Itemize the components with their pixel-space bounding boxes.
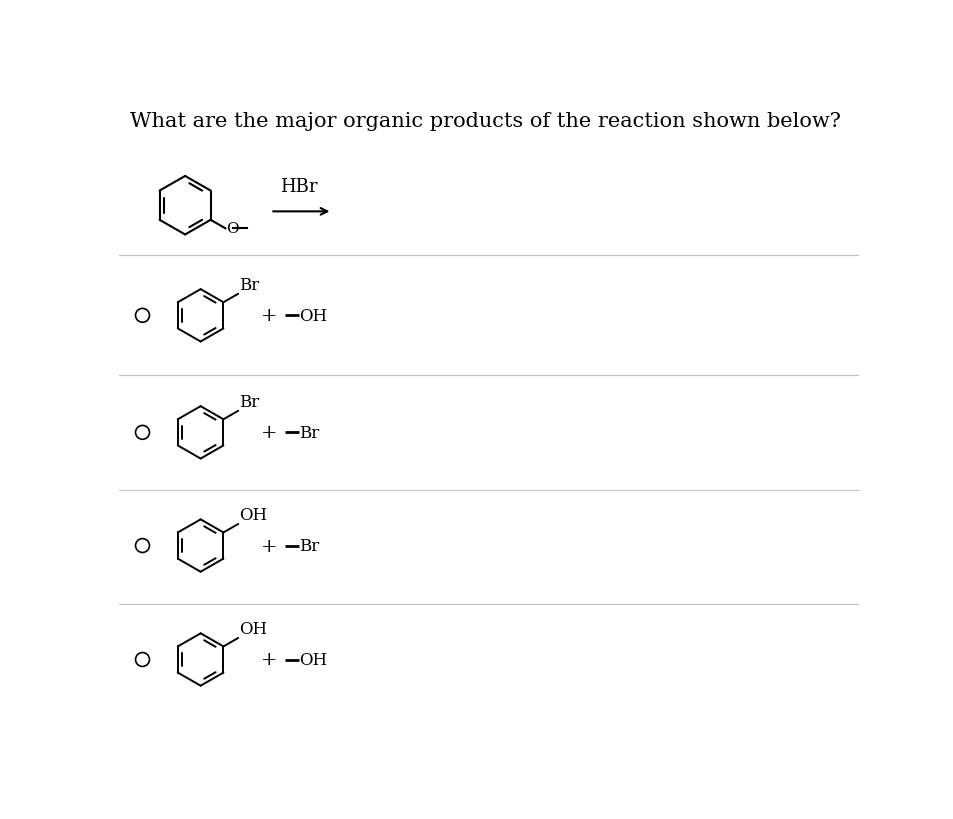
Text: +: + [261, 537, 277, 554]
Text: HBr: HBr [280, 178, 317, 196]
Text: What are the major organic products of the reaction shown below?: What are the major organic products of t… [130, 112, 841, 131]
Text: OH: OH [298, 651, 327, 668]
Text: OH: OH [239, 621, 267, 637]
Text: Br: Br [298, 537, 319, 554]
Text: +: + [261, 307, 277, 325]
Text: Br: Br [239, 277, 259, 294]
Text: O: O [226, 222, 238, 236]
Text: +: + [261, 651, 277, 668]
Text: +: + [261, 424, 277, 441]
Text: OH: OH [298, 307, 327, 324]
Text: Br: Br [298, 424, 319, 441]
Text: Br: Br [239, 394, 259, 410]
Text: OH: OH [239, 507, 267, 523]
